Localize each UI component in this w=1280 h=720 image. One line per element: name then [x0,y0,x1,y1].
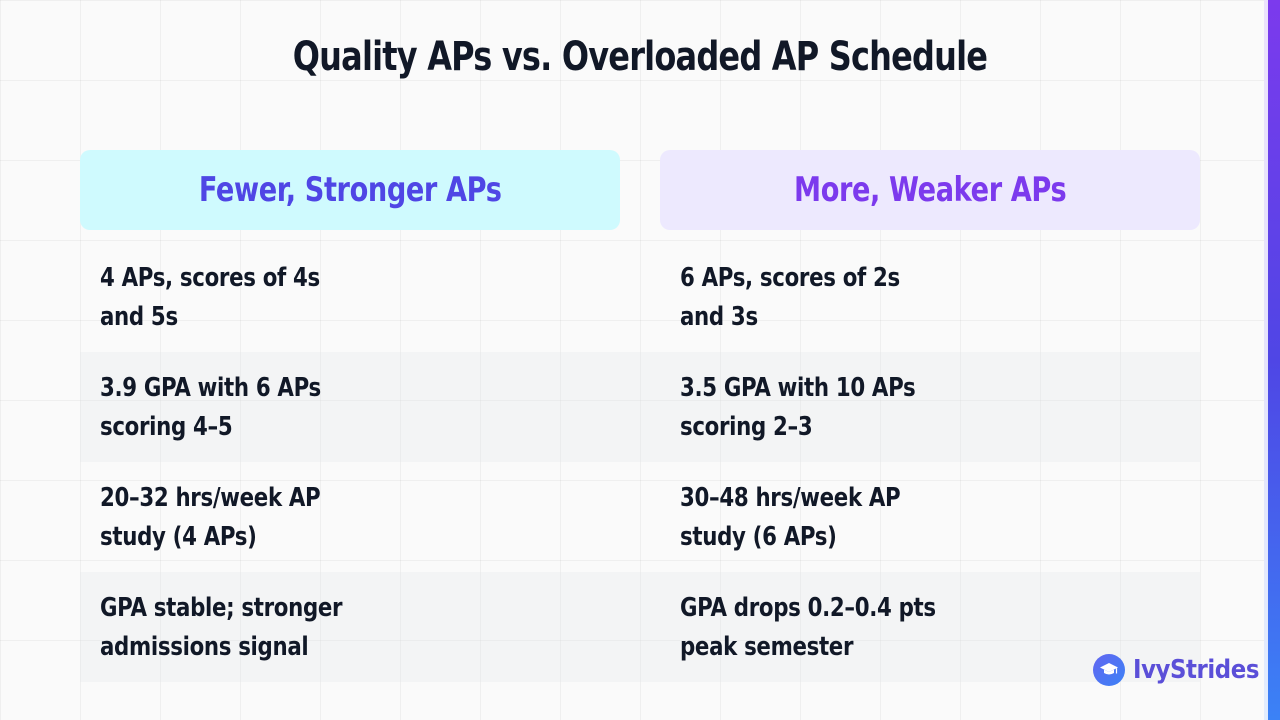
brand-name: IvyStrides [1133,655,1260,685]
brand-logo-lockup: IvyStrides [1093,654,1276,686]
row-band [80,572,1200,682]
row-2-left-cell: 3.9 GPA with 6 APs scoring 4–5 [100,373,321,442]
page-title: Quality APs vs. Overloaded AP Schedule [292,34,988,80]
row-4-left-cell: GPA stable; stronger admissions signal [100,593,343,662]
row-1-right-cell: 6 APs, scores of 2s and 3s [680,263,900,332]
column-header-left: Fewer, Stronger APs [80,150,620,230]
accent-edge-bar [1264,0,1280,720]
row-band [80,352,1200,462]
graduation-cap-icon [1093,654,1125,686]
row-4-right-cell: GPA drops 0.2–0.4 pts peak semester [680,593,936,662]
row-1-left-cell: 4 APs, scores of 4s and 5s [100,263,320,332]
row-3-right-cell: 30–48 hrs/week AP study (6 APs) [680,483,901,552]
row-2-right-cell: 3.5 GPA with 10 APs scoring 2–3 [680,373,916,442]
column-heading-left: Fewer, Stronger APs [198,170,502,210]
row-3-left-cell: 20–32 hrs/week AP study (4 APs) [100,483,321,552]
column-header-right: More, Weaker APs [660,150,1200,230]
column-heading-right: More, Weaker APs [793,170,1067,210]
